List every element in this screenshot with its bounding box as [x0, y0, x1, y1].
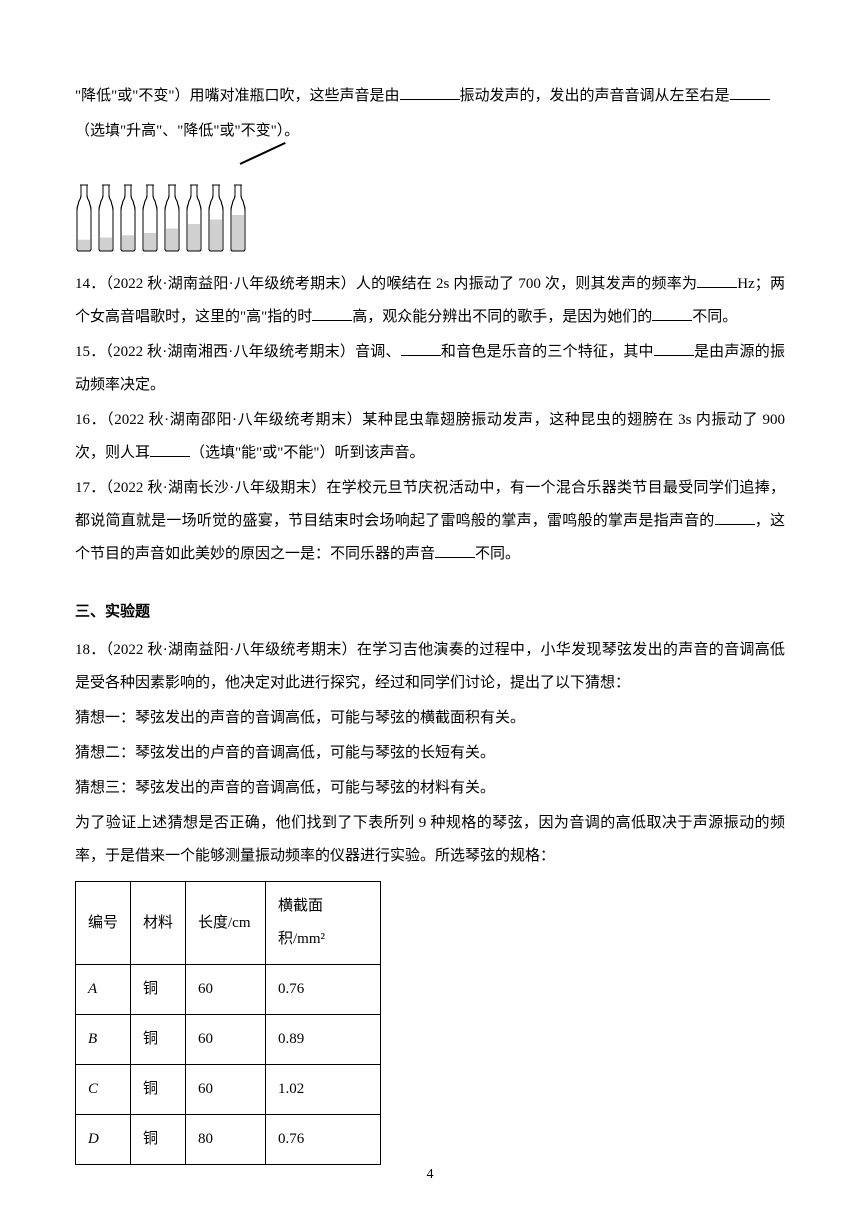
intro-text-2: 振动发声的，发出的声音音调从左至右是 — [460, 88, 730, 104]
q17-text-1: 17．（2022 秋·湖南长沙·八年级期末）在学校元旦节庆祝活动中，有一个混合乐… — [75, 480, 785, 529]
blank-q14-2 — [312, 306, 352, 321]
table-cell: 铜 — [131, 965, 186, 1015]
question-17: 17．（2022 秋·湖南长沙·八年级期末）在学校元旦节庆祝活动中，有一个混合乐… — [75, 472, 785, 571]
bottle-8 — [229, 183, 247, 253]
section-3-header: 三、实验题 — [75, 596, 785, 629]
blank-q16-1 — [150, 442, 190, 457]
table-row: D铜800.76 — [76, 1115, 381, 1165]
q15-text-1: 15．（2022 秋·湖南湘西·八年级统考期末）音调、 — [75, 344, 401, 360]
table-cell: 80 — [186, 1115, 266, 1165]
table-body: A铜600.76B铜600.89C铜601.02D铜800.76 — [76, 965, 381, 1165]
table-cell: B — [76, 1015, 131, 1065]
bottle-2 — [97, 183, 115, 253]
table-cell: 60 — [186, 1015, 266, 1065]
table-cell: 铜 — [131, 1115, 186, 1165]
blank-q14-3 — [652, 306, 692, 321]
blank-q17-2 — [435, 543, 475, 558]
page-number: 4 — [427, 1160, 434, 1191]
table-header-cell: 材料 — [131, 882, 186, 965]
table-cell: 0.76 — [266, 965, 381, 1015]
table-cell: 60 — [186, 965, 266, 1015]
q16-text-2: （选填"能"或"不能"）听到该声音。 — [190, 445, 425, 461]
question-15: 15．（2022 秋·湖南湘西·八年级统考期末）音调、 和音色是乐音的三个特征，其… — [75, 336, 785, 402]
question-18-intro: 18．（2022 秋·湖南益阳·八年级统考期末）在学习吉他演奏的过程中，小华发现… — [75, 634, 785, 700]
intro-paragraph: "降低"或"不变"）用嘴对准瓶口吹，这些声音是由 振动发声的，发出的声音音调从左至… — [75, 80, 785, 113]
bottle-6 — [185, 183, 203, 253]
intro-text-3: （选填"升高"、"降低"或"不变"）。 — [75, 123, 299, 139]
bottle-3 — [119, 183, 137, 253]
table-cell: 铜 — [131, 1015, 186, 1065]
table-cell: C — [76, 1065, 131, 1115]
hypothesis-3: 猜想三：琴弦发出的声音的音调高低，可能与琴弦的材料有关。 — [75, 772, 785, 805]
blank-vibration — [400, 85, 460, 100]
table-cell: A — [76, 965, 131, 1015]
table-cell: 铜 — [131, 1065, 186, 1115]
blank-q14-1 — [697, 273, 737, 288]
table-cell: D — [76, 1115, 131, 1165]
blank-q15-2 — [654, 341, 694, 356]
table-row: B铜600.89 — [76, 1015, 381, 1065]
q14-text-4: 不同。 — [692, 309, 737, 325]
q15-text-2: 和音色是乐音的三个特征，其中 — [441, 344, 654, 360]
table-header-row: 编号材料长度/cm横截面积/mm² — [76, 882, 381, 965]
bottle-5 — [163, 183, 181, 253]
q17-text-3: 不同。 — [475, 546, 520, 562]
intro-paragraph-2: （选填"升高"、"降低"或"不变"）。 — [75, 115, 785, 148]
intro-text-1: "降低"或"不变"）用嘴对准瓶口吹，这些声音是由 — [75, 88, 400, 104]
hypothesis-2: 猜想二：琴弦发出的卢音的音调高低，可能与琴弦的长短有关。 — [75, 737, 785, 770]
q14-text-3: 高，观众能分辨出不同的歌手，是因为她们的 — [352, 309, 652, 325]
bottle-4 — [141, 183, 159, 253]
table-cell: 0.76 — [266, 1115, 381, 1165]
blank-q17-1 — [715, 510, 755, 525]
question-14: 14．（2022 秋·湖南益阳·八年级统考期末）人的喉结在 2s 内振动了 70… — [75, 268, 785, 334]
table-row: C铜601.02 — [76, 1065, 381, 1115]
blank-q15-1 — [401, 341, 441, 356]
table-header-cell: 横截面积/mm² — [266, 882, 381, 965]
bottle-7 — [207, 183, 225, 253]
question-18-detail: 为了验证上述猜想是否正确，他们找到了下表所列 9 种规格的琴弦，因为音调的高低取… — [75, 807, 785, 873]
hypothesis-1: 猜想一：琴弦发出的声音的音调高低，可能与琴弦的横截面积有关。 — [75, 702, 785, 735]
question-16: 16．（2022 秋·湖南邵阳·八年级统考期末）某种昆虫靠翅膀振动发声，这种昆虫… — [75, 404, 785, 470]
q14-text-1: 14．（2022 秋·湖南益阳·八年级统考期末）人的喉结在 2s 内振动了 70… — [75, 276, 697, 292]
table-cell: 0.89 — [266, 1015, 381, 1065]
blank-pitch — [730, 85, 770, 100]
strings-table: 编号材料长度/cm横截面积/mm² A铜600.76B铜600.89C铜601.… — [75, 881, 381, 1165]
table-row: A铜600.76 — [76, 965, 381, 1015]
bottle-1 — [75, 183, 93, 253]
table-cell: 60 — [186, 1065, 266, 1115]
bottles-figure — [75, 158, 275, 253]
table-header-cell: 编号 — [76, 882, 131, 965]
bottles-row — [75, 183, 247, 253]
table-header-cell: 长度/cm — [186, 882, 266, 965]
table-cell: 1.02 — [266, 1065, 381, 1115]
